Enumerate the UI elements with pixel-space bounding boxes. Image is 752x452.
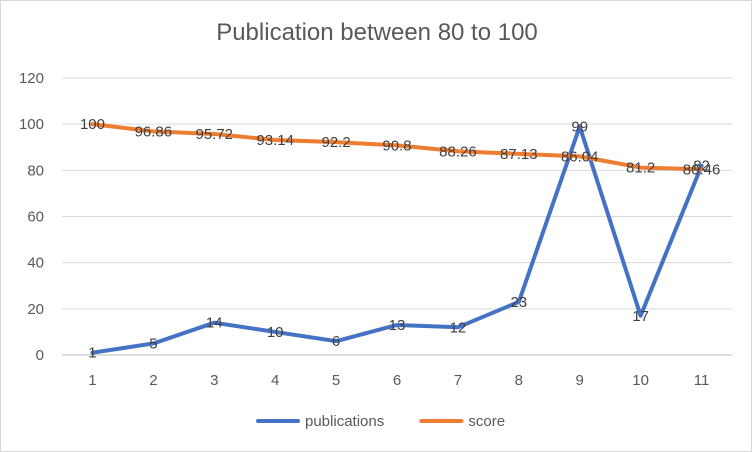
x-tick-label: 7 bbox=[454, 372, 462, 389]
x-tick-label: 6 bbox=[393, 372, 401, 389]
x-tick-label: 9 bbox=[576, 372, 584, 389]
data-label-publications: 5 bbox=[149, 335, 157, 352]
data-label-publications: 17 bbox=[632, 308, 649, 325]
chart-title: Publication between 80 to 100 bbox=[216, 19, 538, 46]
x-tick-label: 5 bbox=[332, 372, 340, 389]
y-tick-label: 40 bbox=[27, 255, 44, 272]
data-label-score: 86.04 bbox=[561, 148, 599, 165]
data-label-score: 90.8 bbox=[382, 137, 411, 154]
data-label-score: 100 bbox=[80, 116, 105, 133]
data-label-score: 93.14 bbox=[256, 132, 294, 149]
data-label-score: 96.86 bbox=[135, 123, 173, 140]
data-label-publications: 12 bbox=[450, 319, 467, 336]
data-label-publications: 6 bbox=[332, 333, 340, 350]
x-tick-label: 10 bbox=[632, 372, 649, 389]
data-label-publications: 23 bbox=[510, 294, 527, 311]
y-axis-ticks: 0 20 40 60 80 100 120 bbox=[19, 70, 44, 364]
legend: publications score bbox=[256, 413, 505, 430]
x-tick-label: 11 bbox=[694, 372, 710, 389]
data-label-publications: 1 bbox=[88, 345, 96, 362]
x-axis-ticks: 1 2 3 4 5 6 7 8 9 10 11 bbox=[88, 372, 709, 389]
y-tick-label: 0 bbox=[36, 347, 44, 364]
data-label-score: 81.2 bbox=[626, 160, 655, 177]
y-tick-label: 20 bbox=[27, 301, 44, 318]
data-label-score: 92.2 bbox=[321, 134, 350, 151]
data-label-publications: 13 bbox=[389, 317, 406, 334]
x-tick-label: 2 bbox=[149, 372, 157, 389]
x-tick-label: 8 bbox=[515, 372, 523, 389]
data-label-publications: 82 bbox=[693, 158, 710, 175]
y-tick-label: 100 bbox=[19, 116, 44, 133]
legend-label-publications: publications bbox=[305, 413, 384, 430]
x-tick-label: 3 bbox=[210, 372, 218, 389]
data-label-score: 80.46 bbox=[683, 161, 721, 178]
y-tick-label: 60 bbox=[27, 209, 44, 226]
series-lines bbox=[90, 122, 704, 355]
legend-label-score: score bbox=[468, 413, 505, 430]
data-label-publications: 10 bbox=[267, 324, 284, 341]
x-tick-label: 1 bbox=[88, 372, 96, 389]
y-tick-label: 80 bbox=[27, 162, 44, 179]
data-label-score: 95.72 bbox=[195, 126, 233, 143]
data-label-score: 88.26 bbox=[439, 143, 477, 160]
y-tick-label: 120 bbox=[19, 70, 44, 87]
data-label-publications: 99 bbox=[571, 118, 588, 135]
x-tick-label: 4 bbox=[271, 372, 279, 389]
series-line-score bbox=[90, 122, 704, 172]
gridlines bbox=[62, 77, 732, 356]
data-label-score: 87.13 bbox=[500, 146, 538, 163]
series-line-publications bbox=[90, 124, 704, 355]
data-labels: 1 5 14 10 6 13 12 23 99 17 82 100 96.86 95.72 93.14 92.… bbox=[80, 116, 720, 362]
data-label-publications: 14 bbox=[206, 315, 223, 332]
